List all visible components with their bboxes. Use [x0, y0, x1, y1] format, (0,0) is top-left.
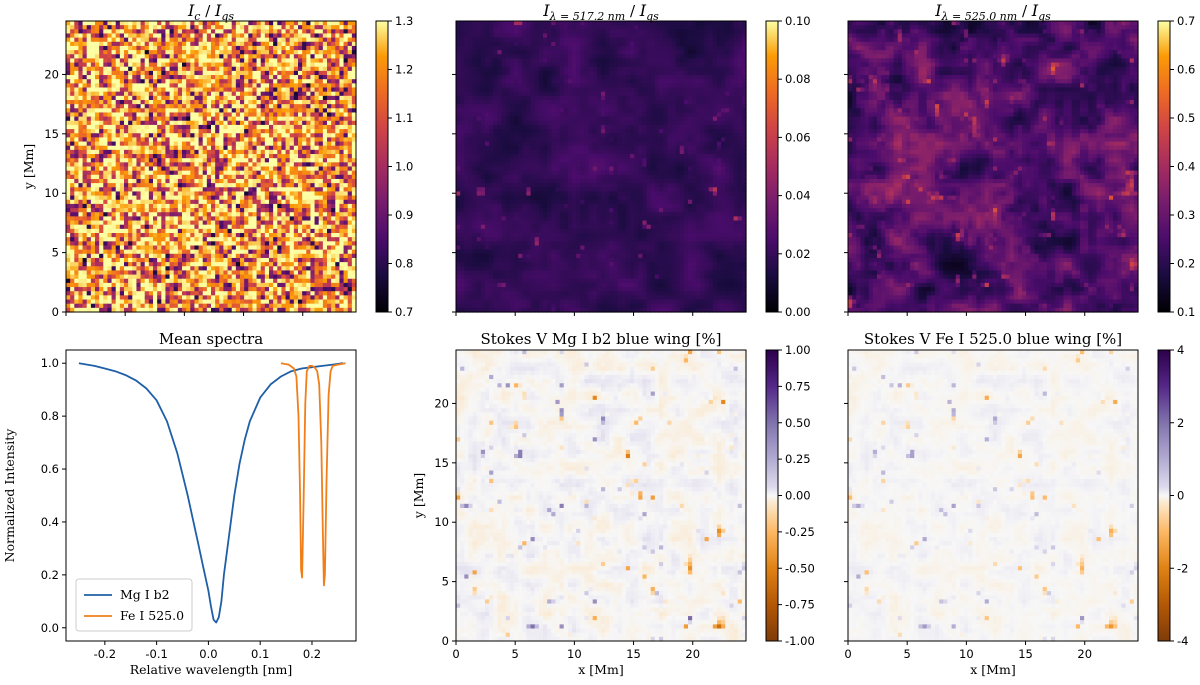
colorbar-tick-label: 0.3	[1177, 208, 1195, 222]
legend-label: Fe I 525.0	[120, 608, 184, 623]
x-axis-label: x [Mm]	[578, 662, 623, 677]
colorbar-tick-label: 0.06	[785, 130, 811, 144]
colorbar-tick-label: 0.75	[785, 379, 811, 393]
colorbar-tick-label: 1.0	[395, 160, 413, 174]
colorbar-tick-label: 1.3	[395, 14, 413, 28]
title-part: qs	[646, 10, 659, 23]
y-tick-label: 0.6	[41, 462, 59, 476]
title-part: /	[1017, 2, 1032, 20]
title-part: λ = 525.0 nm	[941, 10, 1018, 23]
y-tick-label: 15	[434, 456, 449, 470]
colorbar-tick-label: 1.00	[785, 343, 811, 357]
colorbar-tick-label: -0.25	[785, 525, 815, 539]
y-tick-label: 15	[44, 127, 59, 141]
colorbar-tick-label: 0.8	[395, 257, 413, 271]
heatmap-fe-core	[848, 21, 1139, 313]
x-tick-label: 20	[685, 647, 700, 661]
colorbar	[1158, 350, 1170, 641]
panel-title: Stokes V Mg I b2 blue wing [%]	[480, 330, 721, 348]
x-axis-label: Relative wavelength [nm]	[130, 662, 292, 677]
x-tick-label: 5	[904, 647, 911, 661]
y-axis-label: y [Mm]	[21, 144, 36, 190]
colorbar-tick-label: 1.2	[395, 63, 413, 77]
colorbar	[766, 21, 778, 312]
colorbar-tick-label: 0.25	[785, 452, 811, 466]
x-tick-label: 0	[452, 647, 459, 661]
x-tick-label: 0.0	[199, 647, 217, 661]
y-axis-label: Normalized Intensity	[2, 428, 17, 563]
x-tick-label: 5	[512, 647, 519, 661]
title-part: /	[200, 2, 215, 20]
x-tick-label: 0	[844, 647, 851, 661]
colorbar-tick-label: 0.2	[1177, 257, 1195, 271]
colorbar-tick-label: 4	[1177, 343, 1184, 357]
colorbar	[376, 21, 388, 312]
y-tick-label: 0	[442, 634, 449, 648]
y-tick-label: 5	[442, 575, 449, 589]
x-tick-label: 10	[567, 647, 582, 661]
colorbar-tick-label: 0	[1177, 489, 1184, 503]
x-axis-label: x [Mm]	[970, 662, 1015, 677]
colorbar	[1158, 21, 1170, 312]
y-tick-label: 0.8	[41, 409, 59, 423]
colorbar-tick-label: 0.7	[1177, 14, 1195, 28]
y-tick-label: 1.0	[41, 356, 59, 370]
colorbar-tick-label: 0.02	[785, 247, 811, 261]
colorbar-tick-label: 0.1	[1177, 305, 1195, 319]
heatmap-mg-core	[456, 21, 747, 313]
title-part: qs	[221, 10, 234, 23]
x-tick-label: 15	[1018, 647, 1033, 661]
colorbar-tick-label: -4	[1177, 634, 1188, 648]
y-tick-label: 0	[52, 305, 59, 319]
heatmap-stokes-fe	[848, 350, 1139, 642]
panel-title: Iλ = 525.0 nm / Iqs	[934, 1, 1051, 23]
x-tick-label: -0.1	[145, 647, 167, 661]
x-tick-label: 20	[1077, 647, 1092, 661]
colorbar-tick-label: 0.5	[1177, 111, 1195, 125]
colorbar	[766, 350, 778, 641]
colorbar-tick-label: 0.9	[395, 208, 413, 222]
panel-title: Iλ = 517.2 nm / Iqs	[542, 1, 659, 23]
title-part: /	[625, 2, 640, 20]
y-tick-label: 20	[44, 67, 59, 81]
y-tick-label: 0.4	[41, 515, 59, 529]
y-tick-label: 0.2	[41, 568, 59, 582]
x-tick-label: 15	[626, 647, 641, 661]
x-tick-label: -0.2	[94, 647, 116, 661]
panel-title: Stokes V Fe I 525.0 blue wing [%]	[864, 330, 1122, 348]
legend-label: Mg I b2	[120, 587, 170, 602]
colorbar-tick-label: 0.50	[785, 416, 811, 430]
heatmap-continuum	[66, 21, 357, 313]
colorbar-tick-label: 0.6	[1177, 63, 1195, 77]
title-part: λ = 517.2 nm	[549, 10, 626, 23]
x-tick-label: 10	[959, 647, 974, 661]
colorbar-tick-label: -0.75	[785, 598, 815, 612]
y-tick-label: 5	[52, 246, 59, 260]
colorbar-tick-label: -2	[1177, 561, 1188, 575]
colorbar-tick-label: 2	[1177, 416, 1184, 430]
colorbar-tick-label: 0.00	[785, 489, 811, 503]
colorbar-tick-label: -1.00	[785, 634, 815, 648]
y-tick-label: 0.0	[41, 621, 59, 635]
colorbar-tick-label: 0.10	[785, 14, 811, 28]
y-tick-label: 20	[434, 396, 449, 410]
panel-title: Mean spectra	[159, 330, 263, 348]
colorbar-tick-label: 0.04	[785, 189, 811, 203]
colorbar-tick-label: 1.1	[395, 111, 413, 125]
y-tick-label: 10	[44, 186, 59, 200]
y-tick-label: 10	[434, 515, 449, 529]
colorbar-tick-label: 0.08	[785, 72, 811, 86]
title-part: qs	[1038, 10, 1051, 23]
colorbar-tick-label: 0.00	[785, 305, 811, 319]
x-tick-label: 0.2	[303, 647, 321, 661]
panel-title: Ic / Iqs	[187, 1, 234, 23]
y-axis-label: y [Mm]	[411, 473, 426, 519]
colorbar-tick-label: 0.7	[395, 305, 413, 319]
heatmap-stokes-mg	[456, 350, 747, 642]
x-tick-label: 0.1	[251, 647, 269, 661]
colorbar-tick-label: -0.50	[785, 561, 815, 575]
colorbar-tick-label: 0.4	[1177, 160, 1195, 174]
